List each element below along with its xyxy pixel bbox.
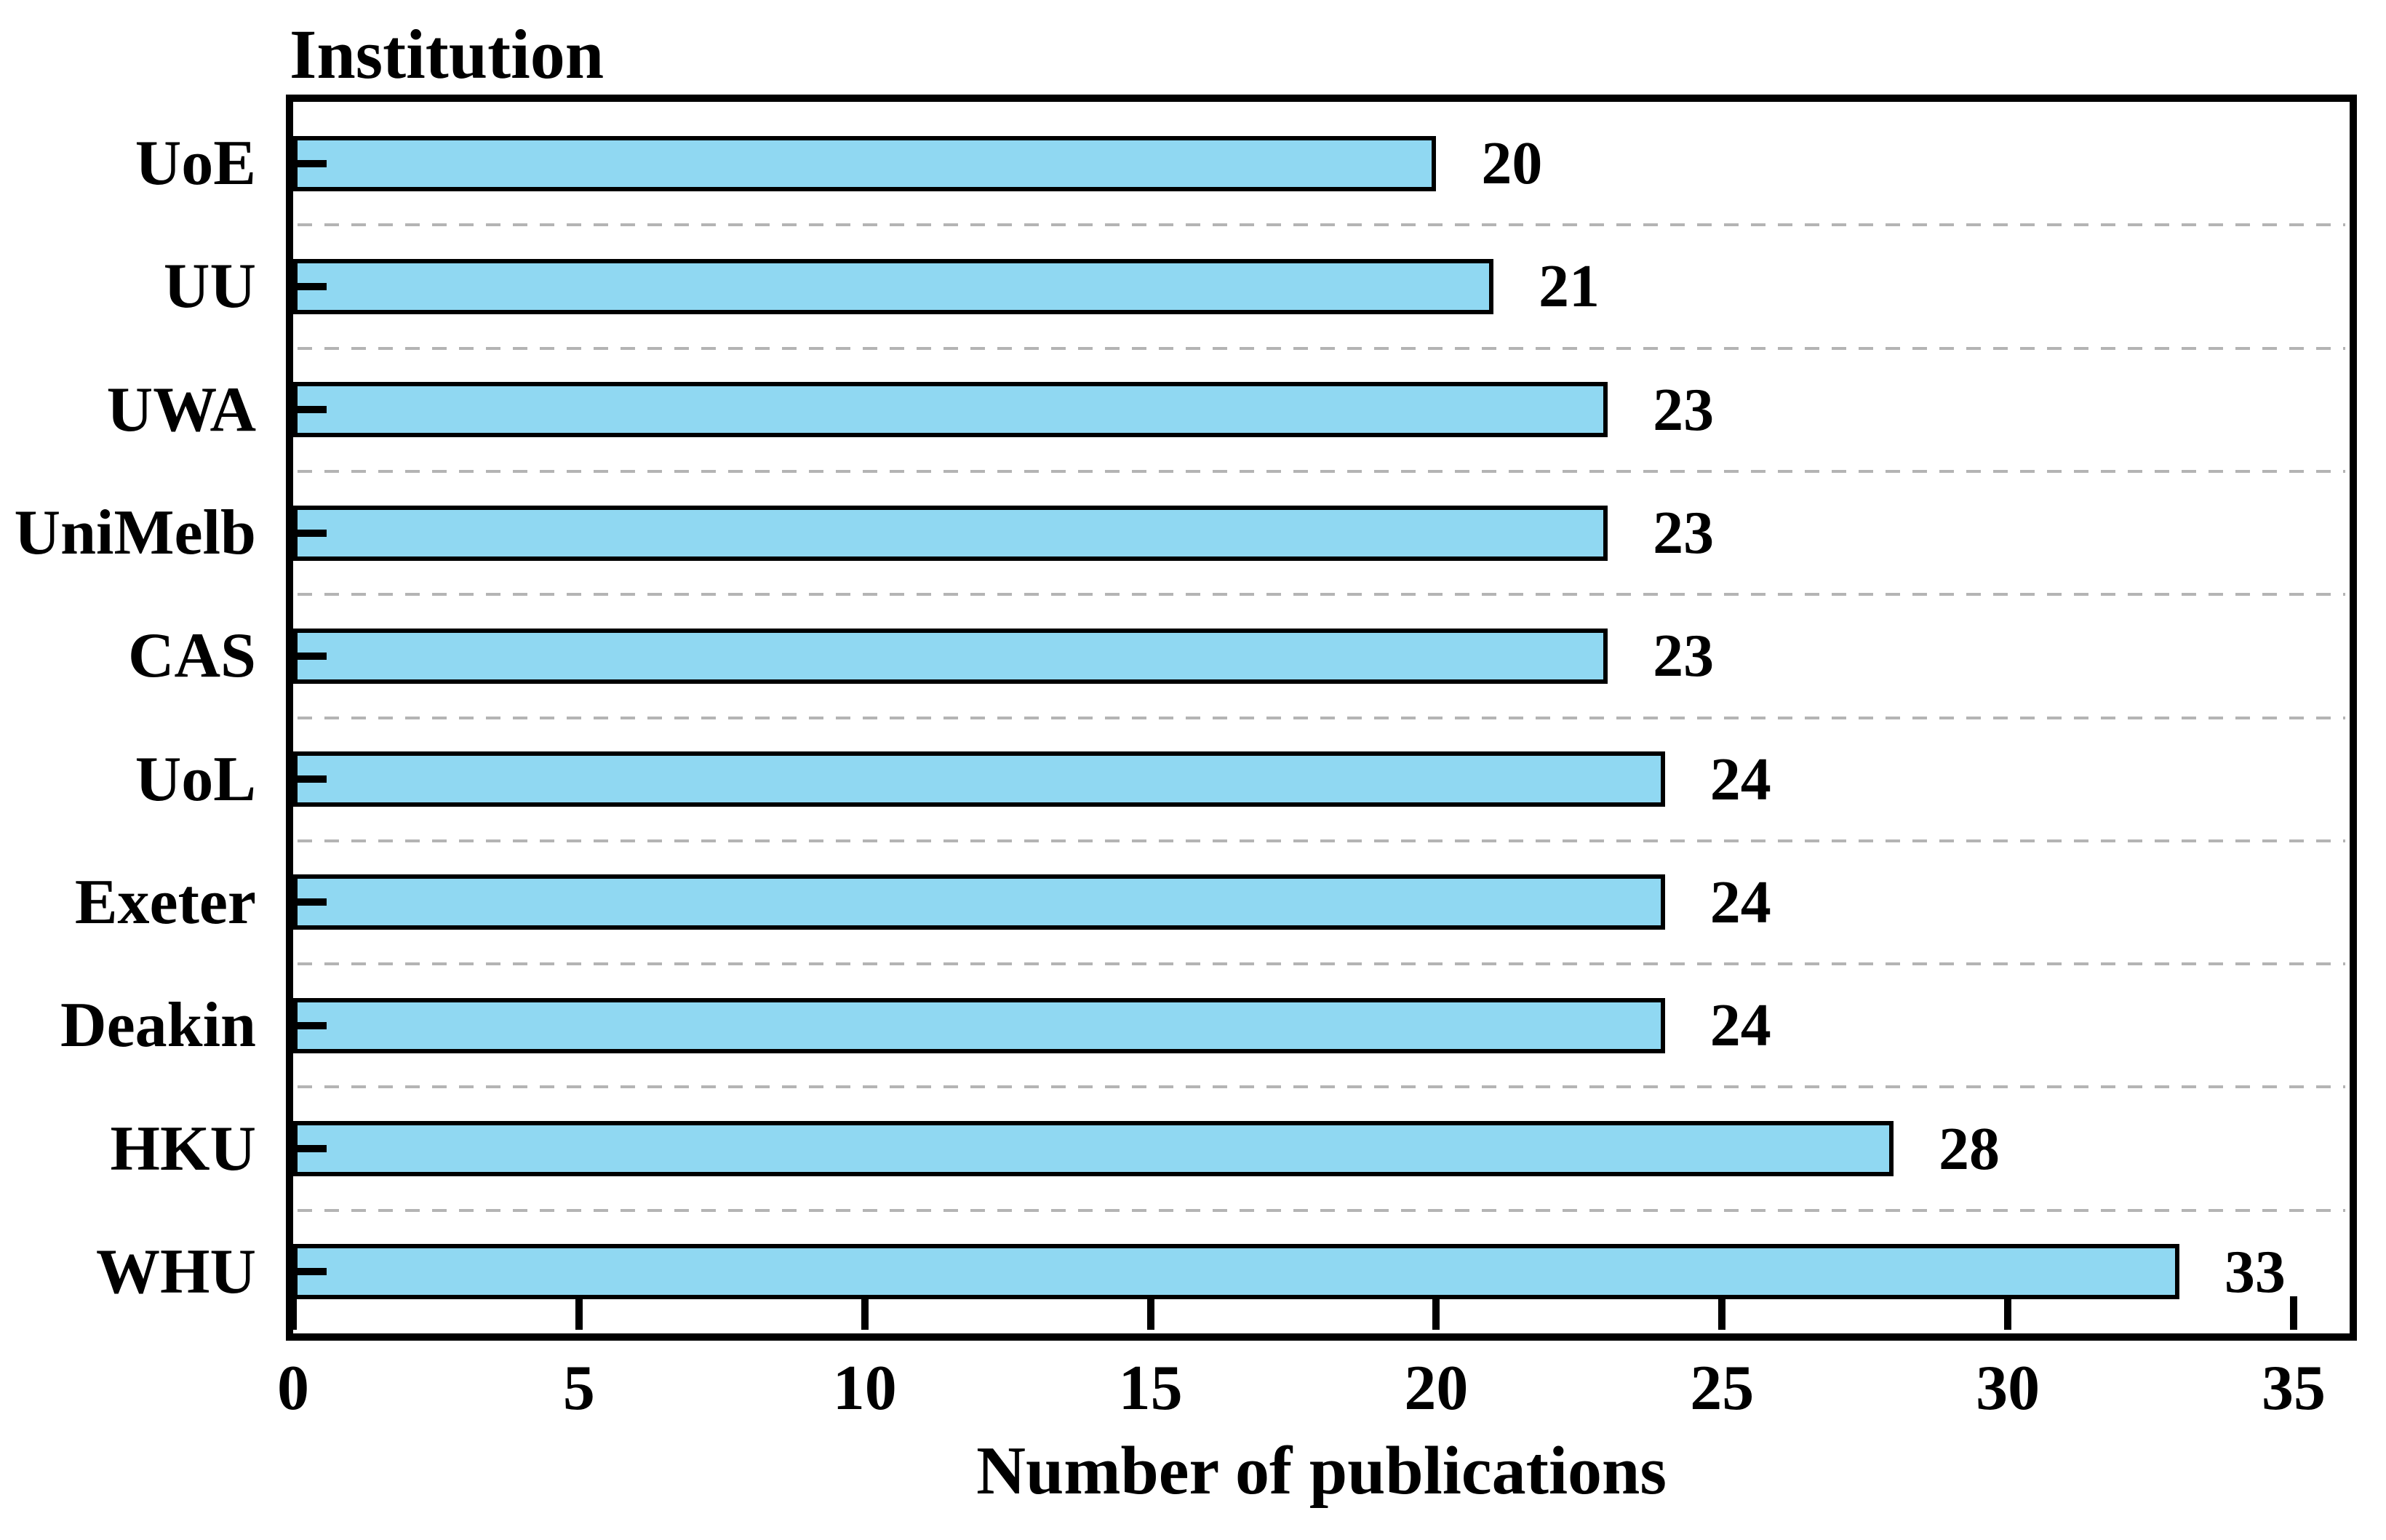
y-tick: [293, 775, 327, 783]
y-tick: [293, 529, 327, 537]
y-tick: [293, 406, 327, 414]
gridline: [298, 839, 2345, 842]
bar-value-label: 28: [1939, 1114, 2000, 1183]
bar-value-label: 23: [1653, 375, 1715, 444]
gridline: [298, 346, 2345, 350]
bar-value-label: 33: [2224, 1237, 2286, 1306]
gridline: [298, 593, 2345, 597]
y-tick: [293, 1268, 327, 1276]
x-tick-label: 25: [1690, 1353, 1755, 1424]
y-tick: [293, 898, 327, 906]
bar-value-label: 23: [1653, 622, 1715, 690]
x-tick-label: 20: [1404, 1353, 1469, 1424]
x-tick-label: 5: [562, 1353, 595, 1424]
bar-unimelb: [293, 505, 1608, 561]
gridline: [298, 469, 2345, 473]
bar-value-label: 23: [1653, 499, 1715, 567]
bar-uoe: [293, 135, 1437, 191]
y-category-label-cas: CAS: [127, 621, 256, 692]
y-tick: [293, 1145, 327, 1153]
y-category-label-uol: UoL: [135, 743, 256, 815]
x-tick: [861, 1296, 869, 1330]
x-tick: [1146, 1296, 1154, 1330]
bar-deakin: [293, 997, 1665, 1053]
y-category-label-deakin: Deakin: [60, 990, 256, 1061]
gridline: [298, 716, 2345, 719]
y-category-label-whu: WHU: [96, 1236, 256, 1307]
x-tick-label: 30: [1976, 1353, 2040, 1424]
y-category-label-uoe: UoE: [135, 128, 256, 199]
bar-uwa: [293, 382, 1608, 438]
bar-value-label: 24: [1709, 868, 1771, 936]
x-tick: [2004, 1296, 2012, 1330]
y-category-label-uwa: UWA: [106, 374, 256, 445]
bar-hku: [293, 1121, 1894, 1177]
y-tick: [293, 282, 327, 290]
bar-cas: [293, 628, 1608, 684]
x-tick: [575, 1296, 583, 1330]
bar-value-label: 21: [1539, 252, 1600, 321]
y-category-label-hku: HKU: [110, 1113, 256, 1184]
y-category-label-unimelb: UniMelb: [14, 498, 256, 569]
bar-uol: [293, 751, 1665, 807]
gridline: [298, 1208, 2345, 1212]
y-tick: [293, 159, 327, 167]
y-tick: [293, 652, 327, 660]
gridline: [298, 223, 2345, 227]
y-category-label-exeter: Exeter: [74, 866, 256, 938]
x-tick-label: 10: [832, 1353, 897, 1424]
y-tick: [293, 1021, 327, 1029]
x-tick: [290, 1296, 297, 1330]
bar-uu: [293, 258, 1493, 314]
x-tick: [1432, 1296, 1440, 1330]
bar-exeter: [293, 874, 1665, 930]
bar-value-label: 24: [1709, 745, 1771, 813]
x-tick: [1718, 1296, 1726, 1330]
chart-title: Institution: [290, 15, 605, 93]
x-tick-label: 35: [2262, 1353, 2326, 1424]
y-category-label-uu: UU: [163, 251, 256, 322]
bar-value-label: 20: [1481, 129, 1543, 198]
gridline: [298, 962, 2345, 966]
gridline: [298, 1085, 2345, 1089]
bar-whu: [293, 1244, 2179, 1300]
x-tick-label: 15: [1118, 1353, 1183, 1424]
x-axis-title: Number of publications: [976, 1433, 1667, 1509]
x-tick: [2290, 1296, 2297, 1330]
bar-value-label: 24: [1709, 992, 1771, 1060]
x-tick-label: 0: [277, 1353, 309, 1424]
